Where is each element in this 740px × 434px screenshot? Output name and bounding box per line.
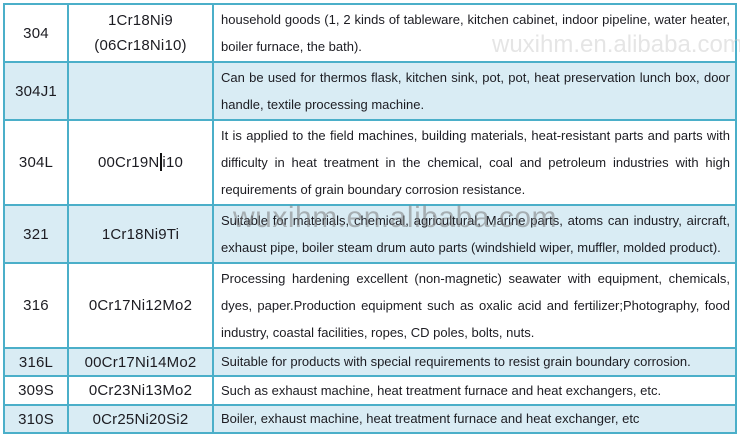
grade-cell: 316 xyxy=(3,262,69,349)
application-cell: Processing hardening excellent (non-magn… xyxy=(212,262,737,349)
application-text: Suitable for materials, chemical, agricu… xyxy=(221,213,730,255)
application-cell: Suitable for materials, chemical, agricu… xyxy=(212,204,737,264)
designation-cell: 00Cr19N i10 xyxy=(67,119,214,206)
application-cell: Suitable for products with special requi… xyxy=(212,347,737,377)
designation-text: 00Cr17Ni14Mo2 xyxy=(84,353,197,371)
table-row: 304 1Cr18Ni9 (06Cr18Ni10) household goods (… xyxy=(3,3,737,63)
application-cell: Boiler, exhaust machine, heat treatment … xyxy=(212,404,737,434)
application-text: Processing hardening excellent (non-magn… xyxy=(221,271,730,340)
text-caret xyxy=(160,153,163,172)
designation-text: 0Cr23Ni13Mo2 xyxy=(88,382,193,399)
table-row: 304J1 Can be used for thermos flask, kitc… xyxy=(3,61,737,121)
designation-text: i10 xyxy=(162,154,184,171)
designation-cell: 1Cr18Ni9 (06Cr18Ni10) xyxy=(67,3,214,63)
grade-cell: 304J1 xyxy=(3,61,69,121)
table-row: 316 0Cr17Ni12Mo2 Processing hardening exce… xyxy=(3,262,737,349)
designation-text: 00Cr19N xyxy=(97,154,160,171)
designation-text: (06Cr18Ni10) xyxy=(94,37,187,54)
application-text: It is applied to the field machines, bui… xyxy=(221,128,730,197)
designation-cell xyxy=(67,61,214,121)
application-text: Boiler, exhaust machine, heat treatment … xyxy=(221,411,640,426)
grade-cell: 304 xyxy=(3,3,69,63)
designation-text: 1Cr18Ni9Ti xyxy=(101,225,180,243)
designation-text: 1Cr18Ni9 xyxy=(108,12,173,29)
application-text: Such as exhaust machine, heat treatment … xyxy=(221,382,662,398)
grade-cell: 310S xyxy=(3,404,69,434)
table-row: 310S 0Cr25Ni20Si2 Boiler, exhaust machine,… xyxy=(3,404,737,434)
table-row: 321 1Cr18Ni9Ti Suitable for materials, che… xyxy=(3,204,737,264)
designation-cell: 00Cr17Ni14Mo2 xyxy=(67,347,214,377)
designation-text: 0Cr17Ni12Mo2 xyxy=(88,297,193,314)
application-text: Suitable for products with special requi… xyxy=(221,354,691,369)
steel-grade-table-body: 304 1Cr18Ni9 (06Cr18Ni10) household goods (… xyxy=(3,3,737,434)
designation-cell: 1Cr18Ni9Ti xyxy=(67,204,214,264)
designation-cell: 0Cr25Ni20Si2 xyxy=(67,404,214,434)
grade-cell: 316L xyxy=(3,347,69,377)
table-row: 316L 00Cr17Ni14Mo2 Suitable for products w… xyxy=(3,347,737,377)
application-cell: Such as exhaust machine, heat treatment … xyxy=(212,375,737,406)
designation-cell: 0Cr23Ni13Mo2 xyxy=(67,375,214,406)
table-row: 304L 00Cr19N i10 It is applied to the field… xyxy=(3,119,737,206)
application-text: household goods (1, 2 kinds of tableware… xyxy=(221,12,730,54)
grade-cell: 309S xyxy=(3,375,69,406)
application-text: Can be used for thermos flask, kitchen s… xyxy=(221,70,730,112)
table-row: 309S 0Cr23Ni13Mo2 Such as exhaust machine,… xyxy=(3,375,737,406)
designation-cell: 0Cr17Ni12Mo2 xyxy=(67,262,214,349)
grade-cell: 321 xyxy=(3,204,69,264)
designation-text: 0Cr25Ni20Si2 xyxy=(92,410,189,428)
application-cell: household goods (1, 2 kinds of tableware… xyxy=(212,3,737,63)
steel-grade-table: 304 1Cr18Ni9 (06Cr18Ni10) household goods (… xyxy=(3,3,737,434)
application-cell: It is applied to the field machines, bui… xyxy=(212,119,737,206)
application-cell: Can be used for thermos flask, kitchen s… xyxy=(212,61,737,121)
grade-cell: 304L xyxy=(3,119,69,206)
